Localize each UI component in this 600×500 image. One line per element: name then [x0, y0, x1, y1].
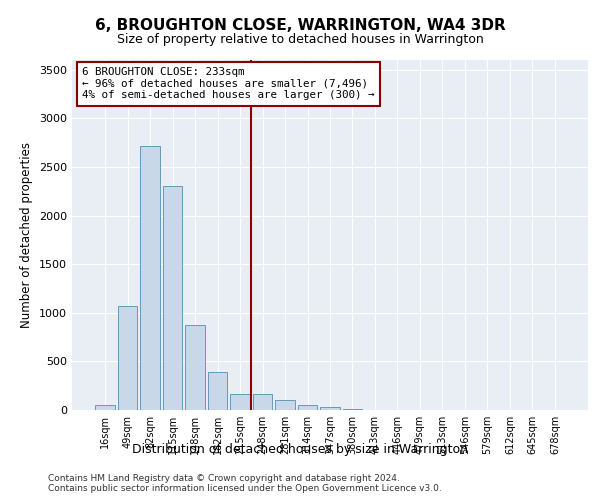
- Bar: [275, 400, 295, 410]
- Text: Contains public sector information licensed under the Open Government Licence v3: Contains public sector information licen…: [48, 484, 442, 493]
- Bar: [118, 306, 137, 410]
- Bar: [230, 394, 250, 410]
- Text: Distribution of detached houses by size in Warrington: Distribution of detached houses by size …: [132, 442, 468, 456]
- Text: 6 BROUGHTON CLOSE: 233sqm
← 96% of detached houses are smaller (7,496)
4% of sem: 6 BROUGHTON CLOSE: 233sqm ← 96% of detac…: [82, 67, 375, 100]
- Text: Size of property relative to detached houses in Warrington: Size of property relative to detached ho…: [116, 32, 484, 46]
- Bar: [185, 326, 205, 410]
- Bar: [95, 405, 115, 410]
- Bar: [298, 404, 317, 410]
- Bar: [343, 409, 362, 410]
- Text: 6, BROUGHTON CLOSE, WARRINGTON, WA4 3DR: 6, BROUGHTON CLOSE, WARRINGTON, WA4 3DR: [95, 18, 505, 32]
- Bar: [140, 146, 160, 410]
- Y-axis label: Number of detached properties: Number of detached properties: [20, 142, 34, 328]
- Text: Contains HM Land Registry data © Crown copyright and database right 2024.: Contains HM Land Registry data © Crown c…: [48, 474, 400, 483]
- Bar: [208, 372, 227, 410]
- Bar: [163, 186, 182, 410]
- Bar: [320, 407, 340, 410]
- Bar: [253, 394, 272, 410]
